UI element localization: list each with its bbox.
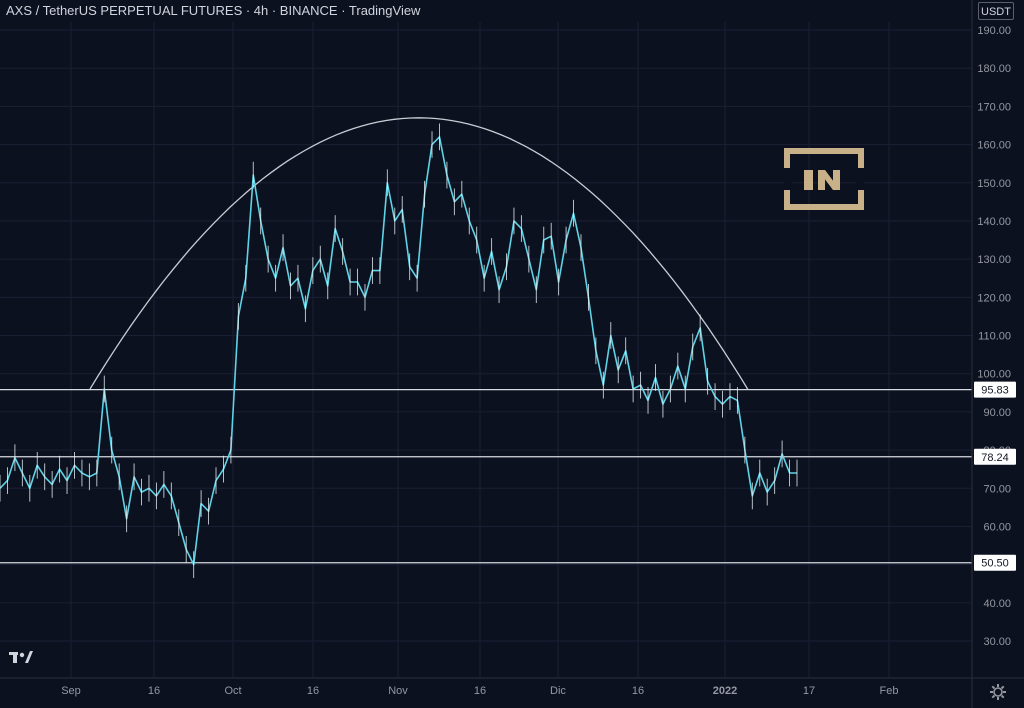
tradingview-logo-icon[interactable] — [8, 646, 34, 666]
time-axis: Sep 16 Oct 16 Nov 16 Dic 16 2022 17 Feb — [0, 677, 1024, 697]
grid — [0, 22, 972, 678]
level-label: 78.24 — [981, 452, 1009, 464]
y-tick-label: 100.00 — [977, 369, 1011, 381]
x-tick-label: 16 — [307, 685, 319, 697]
currency-selector[interactable]: USDT — [978, 2, 1014, 20]
x-tick-label: Nov — [388, 685, 408, 697]
y-tick-label: 150.00 — [977, 178, 1011, 190]
level-label-box — [974, 381, 1016, 398]
level-label-box — [974, 554, 1016, 571]
y-tick-label: 160.00 — [977, 140, 1011, 152]
rounding-top-arc — [89, 117, 749, 390]
price-line — [0, 136, 797, 566]
y-tick-label: 90.00 — [983, 407, 1011, 419]
x-tick-label: Feb — [880, 685, 899, 697]
level-label: 50.50 — [981, 558, 1009, 570]
y-tick-label: 40.00 — [983, 598, 1011, 610]
level-label-box — [974, 448, 1016, 465]
x-tick-label: Oct — [224, 685, 241, 697]
y-tick-label: 60.00 — [983, 521, 1011, 533]
beincrypto-logo — [784, 148, 864, 210]
level-label: 95.83 — [981, 385, 1009, 397]
x-tick-label: Sep — [61, 685, 81, 697]
x-tick-label: 2022 — [713, 685, 737, 697]
y-tick-label: 180.00 — [977, 63, 1011, 75]
price-axis: 190.00 180.00 170.00 160.00 150.00 140.00 130.… — [971, 0, 1016, 708]
arc-curve — [89, 117, 749, 390]
x-tick-label: 16 — [148, 685, 160, 697]
price-series — [0, 123, 798, 578]
y-tick-label: 170.00 — [977, 101, 1011, 113]
chart-title: AXS / TetherUS PERPETUAL FUTURES · 4h · … — [6, 3, 421, 18]
x-tick-label: 16 — [632, 685, 644, 697]
horizontal-levels — [0, 389, 972, 564]
y-tick-label: 70.00 — [983, 483, 1011, 495]
y-tick-label: 190.00 — [977, 25, 1011, 37]
gear-icon[interactable] — [989, 683, 1007, 701]
y-tick-label: 130.00 — [977, 254, 1011, 266]
y-tick-label: 120.00 — [977, 292, 1011, 304]
x-tick-label: 17 — [803, 685, 815, 697]
y-tick-label: 30.00 — [983, 636, 1011, 648]
x-tick-label: 16 — [474, 685, 486, 697]
y-tick-label: 140.00 — [977, 216, 1011, 228]
y-tick-label: 110.00 — [978, 331, 1011, 343]
x-tick-label: Dic — [550, 685, 566, 697]
